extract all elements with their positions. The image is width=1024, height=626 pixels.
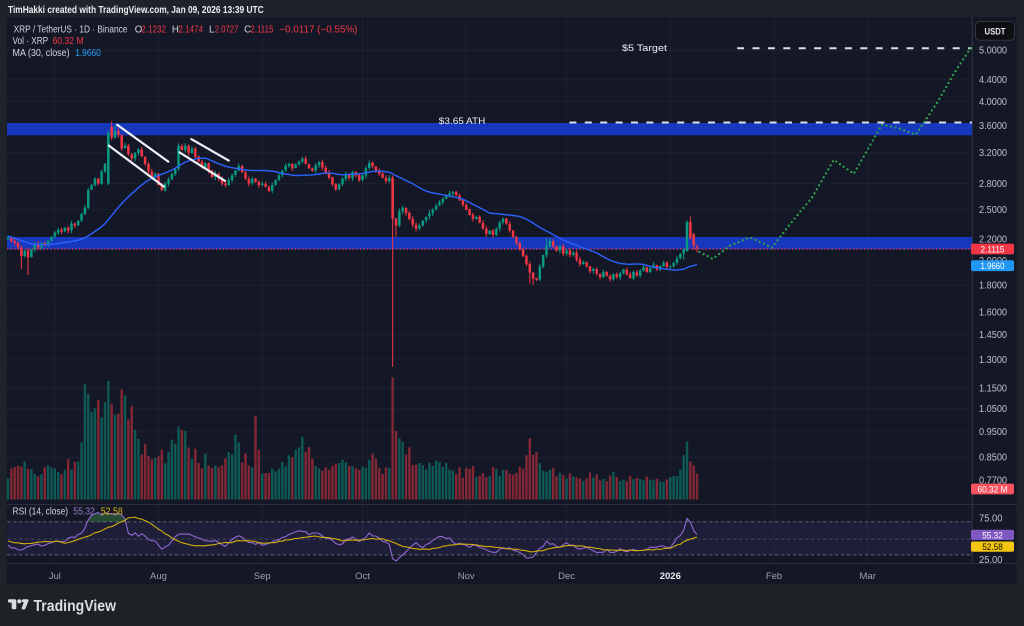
svg-text:$3.65 ATH: $3.65 ATH — [439, 116, 486, 127]
svg-text:Nov: Nov — [458, 571, 475, 582]
svg-text:Oct: Oct — [355, 571, 370, 582]
svg-text:2.5000: 2.5000 — [979, 205, 1008, 216]
svg-text:1.4500: 1.4500 — [979, 330, 1008, 341]
svg-text:4.4000: 4.4000 — [979, 75, 1008, 86]
svg-text:3.6000: 3.6000 — [979, 121, 1008, 132]
svg-text:1.9660: 1.9660 — [75, 48, 101, 59]
svg-text:0.7700: 0.7700 — [979, 475, 1008, 486]
svg-text:L: L — [209, 24, 215, 35]
svg-text:H: H — [172, 24, 179, 35]
svg-text:60.32 M: 60.32 M — [978, 484, 1008, 495]
svg-text:XRP / TetherUS · 1D · Binance: XRP / TetherUS · 1D · Binance — [14, 24, 128, 35]
svg-text:52.58: 52.58 — [101, 506, 123, 517]
svg-text:2.2000: 2.2000 — [979, 234, 1008, 245]
svg-text:2.1115: 2.1115 — [981, 244, 1005, 255]
svg-text:Feb: Feb — [766, 571, 782, 582]
svg-text:1.0500: 1.0500 — [979, 404, 1008, 415]
svg-text:1.6000: 1.6000 — [979, 307, 1008, 318]
svg-text:55.32: 55.32 — [73, 506, 95, 517]
svg-text:2.1115: 2.1115 — [250, 24, 273, 35]
svg-text:52.58: 52.58 — [982, 542, 1003, 553]
svg-text:0.8500: 0.8500 — [979, 453, 1008, 464]
svg-text:−0.0117 (−0.55%): −0.0117 (−0.55%) — [279, 24, 357, 35]
svg-text:75.00: 75.00 — [979, 514, 1003, 525]
svg-text:25.00: 25.00 — [979, 555, 1003, 566]
svg-text:Mar: Mar — [860, 571, 876, 582]
svg-text:2026: 2026 — [660, 571, 681, 582]
svg-text:O: O — [135, 24, 143, 35]
svg-text:1.9660: 1.9660 — [981, 261, 1005, 272]
svg-text:MA (30, close): MA (30, close) — [13, 48, 70, 59]
svg-text:Aug: Aug — [150, 571, 167, 582]
svg-text:2.0727: 2.0727 — [215, 24, 239, 35]
svg-text:Dec: Dec — [558, 571, 575, 582]
svg-text:1.3000: 1.3000 — [979, 355, 1008, 366]
svg-text:1.1500: 1.1500 — [979, 383, 1008, 394]
svg-text:5.0000: 5.0000 — [979, 46, 1008, 57]
svg-text:2.8000: 2.8000 — [979, 179, 1008, 190]
svg-text:Sep: Sep — [254, 571, 271, 582]
svg-text:4.0000: 4.0000 — [979, 97, 1008, 108]
svg-text:C: C — [244, 24, 251, 35]
svg-text:1.8000: 1.8000 — [979, 280, 1008, 291]
svg-text:TradingView: TradingView — [34, 598, 117, 615]
svg-text:Jul: Jul — [49, 571, 61, 582]
svg-text:2.1474: 2.1474 — [178, 24, 203, 35]
svg-text:$5 Target: $5 Target — [622, 43, 667, 54]
svg-text:2.1232: 2.1232 — [141, 24, 166, 35]
svg-text:Vol · XRP: Vol · XRP — [13, 36, 49, 47]
svg-text:TimHakki created with TradingV: TimHakki created with TradingView.com, J… — [8, 5, 264, 16]
svg-text:RSI (14, close): RSI (14, close) — [13, 506, 69, 517]
svg-text:0.9500: 0.9500 — [979, 427, 1008, 438]
svg-text:60.32 M: 60.32 M — [53, 36, 84, 47]
svg-text:55.32: 55.32 — [982, 530, 1003, 541]
svg-text:USDT: USDT — [985, 26, 1006, 37]
svg-text:3.2000: 3.2000 — [979, 148, 1008, 159]
